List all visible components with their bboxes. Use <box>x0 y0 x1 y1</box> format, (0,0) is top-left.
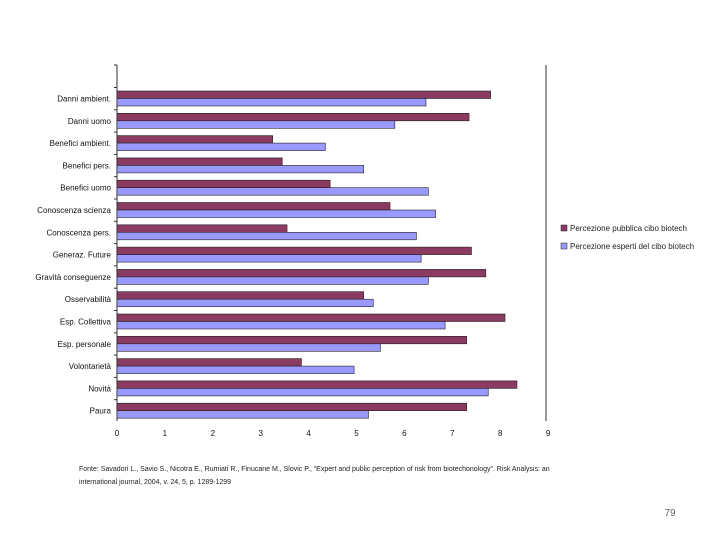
category-label: Novità <box>88 384 111 393</box>
x-tick-label: 8 <box>498 429 503 438</box>
category-label: Osservabilità <box>65 295 112 304</box>
category-label: Danni uomo <box>68 117 112 126</box>
bar-public <box>116 90 491 99</box>
x-tick-label: 0 <box>115 429 120 438</box>
bar-public <box>116 224 288 233</box>
bar-experts <box>116 142 326 151</box>
category-label: Benefici uomo <box>60 184 111 193</box>
bar-public <box>116 113 470 122</box>
legend-swatch <box>560 242 568 250</box>
bar-public <box>116 291 364 300</box>
x-tick-label: 4 <box>306 429 311 438</box>
bar-public <box>116 380 518 389</box>
category-label: Esp. Collettiva <box>60 318 112 327</box>
legend: Percezione pubblica cibo biotech Percezio… <box>560 224 694 251</box>
legend-label: Percezione pubblica cibo biotech <box>570 224 687 233</box>
category-labels: Danni ambient. Danni uomo Benefici ambient… <box>35 87 117 416</box>
bar-experts <box>116 410 369 419</box>
bar-public <box>116 269 487 278</box>
category-label: Paura <box>90 407 112 416</box>
source-citation: Fonte: Savadori L., Savio S., Nicotra E.… <box>79 463 639 489</box>
x-tick-label: 7 <box>450 429 455 438</box>
legend-label: Percezione esperti del cibo biotech <box>570 242 694 251</box>
bar-experts <box>116 298 374 308</box>
bar-experts <box>116 365 355 374</box>
bar-public <box>116 202 391 211</box>
bar-experts <box>116 120 396 129</box>
bar-public <box>116 335 467 345</box>
x-tick-label: 2 <box>211 429 216 438</box>
category-label: Generaz. Future <box>53 251 112 260</box>
bar-public <box>116 246 472 255</box>
category-label: Gravità conseguenze <box>35 273 111 282</box>
bar-experts <box>116 165 364 174</box>
bar-public <box>116 358 302 367</box>
category-label: Conoscenza pers. <box>47 228 111 237</box>
x-tick-label: 6 <box>402 429 407 438</box>
bar-experts <box>116 209 436 218</box>
category-label: Benefici pers. <box>63 161 111 170</box>
bar-experts <box>116 321 446 330</box>
legend-swatch <box>560 224 568 232</box>
bar-experts <box>116 254 422 263</box>
x-tick-label: 5 <box>354 429 359 438</box>
bar-public <box>116 402 467 412</box>
bar-experts <box>116 98 427 107</box>
bar-experts <box>116 187 429 196</box>
category-label: Volontarietà <box>69 362 112 371</box>
category-label: Conoscenza scienza <box>37 206 111 215</box>
bar-experts <box>116 232 417 241</box>
x-tick-labels: 0 1 2 3 4 5 6 7 8 9 <box>115 429 551 438</box>
category-label: Benefici ambient. <box>50 139 111 148</box>
x-tick-label: 3 <box>258 429 263 438</box>
bar-experts <box>116 388 489 397</box>
bar-public <box>116 313 506 322</box>
category-label: Danni ambient. <box>57 95 111 104</box>
x-tick-label: 9 <box>546 429 551 438</box>
source-line-1: Fonte: Savadori L., Savio S., Nicotra E.… <box>79 466 550 473</box>
bar-experts <box>116 276 429 285</box>
bar-experts <box>116 343 381 352</box>
source-line-2: international journal, 2004, v. 24, 5, p… <box>79 479 232 486</box>
bars-group <box>116 90 518 419</box>
category-label: Esp. personale <box>58 340 112 349</box>
x-tick-label: 1 <box>163 429 168 438</box>
bar-public <box>116 157 283 166</box>
bar-public <box>116 135 273 144</box>
page-number: 79 <box>664 508 676 519</box>
bar-public <box>116 179 331 188</box>
